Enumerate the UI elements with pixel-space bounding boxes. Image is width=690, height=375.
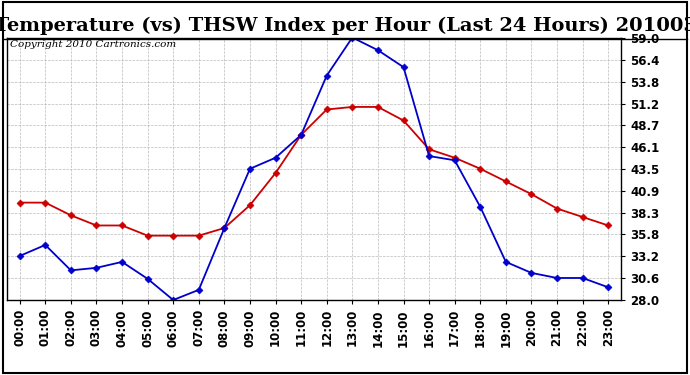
Text: Copyright 2010 Cartronics.com: Copyright 2010 Cartronics.com xyxy=(10,40,176,49)
Text: Outdoor Temperature (vs) THSW Index per Hour (Last 24 Hours) 20100328: Outdoor Temperature (vs) THSW Index per … xyxy=(0,17,690,35)
